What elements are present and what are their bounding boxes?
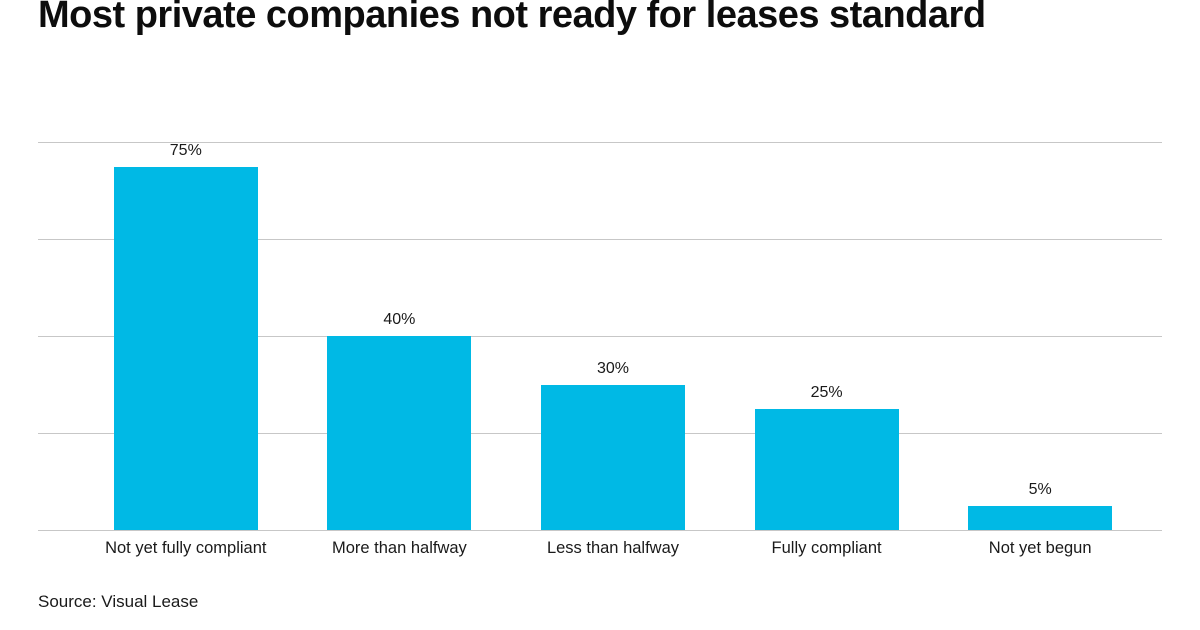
bar-value-label: 75% [169,142,202,159]
bar [540,384,685,530]
x-axis-labels: Not yet fully compliant More than halfway… [79,539,1147,558]
bar-group: 30% [506,142,720,530]
bar [754,408,899,530]
bar-group: 5% [933,142,1147,530]
gridline [38,142,1162,143]
source-note: Source: Visual Lease [38,592,199,611]
bars-container: 75% 40% 30% 25% 5% [79,142,1147,530]
bar-value-label: 40% [383,311,416,328]
x-axis-label: Less than halfway [546,539,680,557]
bar [968,505,1113,530]
plot-area: 75% 40% 30% 25% 5% [38,142,1162,531]
x-axis-label: More than halfway [331,539,467,557]
bar-value-label: 30% [596,359,629,377]
bar [113,167,258,530]
bar-group: 75% [79,142,293,530]
x-axis-label: Not yet fully compliant [105,539,267,557]
gridline [38,239,1162,240]
chart-title: Most private companies not ready for lea… [38,0,986,36]
bar [327,336,472,530]
x-axis-label: Fully compliant [771,539,882,557]
x-axis-label: Not yet begun [988,539,1092,557]
bar-group: 25% [720,142,934,530]
bar-value-label: 5% [1028,480,1052,498]
gridline [38,336,1162,337]
gridline [38,530,1162,531]
bar-value-label: 25% [810,383,843,401]
bar-group: 40% [293,142,507,530]
